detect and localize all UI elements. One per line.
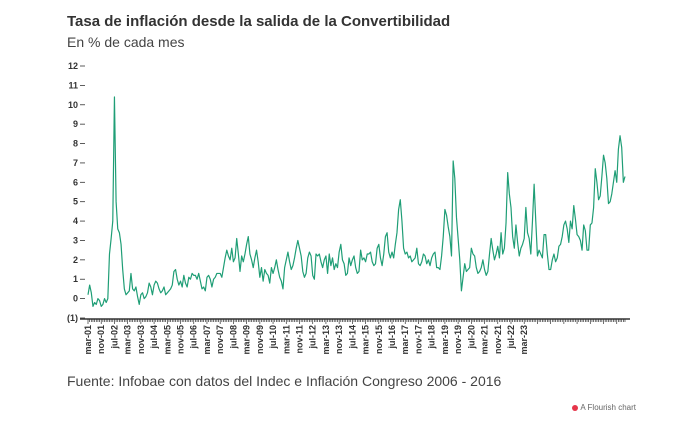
x-tick-label: jul-22 <box>506 325 516 350</box>
flourish-logo-icon <box>572 404 579 411</box>
x-tick-label: mar-09 <box>242 325 252 355</box>
y-tick-label: 9 <box>73 119 78 129</box>
x-tick-label: nov-03 <box>136 325 146 354</box>
x-tick-label: jul-06 <box>189 325 199 350</box>
y-tick-label: 1 <box>73 274 78 284</box>
chart-title: Tasa de inflación desde la salida de la … <box>67 13 451 30</box>
x-tick-label: jul-04 <box>149 325 159 350</box>
x-tick-label: nov-11 <box>294 325 304 354</box>
x-tick-label: jul-02 <box>109 325 119 350</box>
x-tick-label: mar-15 <box>361 325 371 355</box>
x-tick-label: nov-07 <box>215 325 225 354</box>
x-tick-label: mar-01 <box>83 325 93 355</box>
x-tick-label: mar-03 <box>123 325 133 355</box>
y-tick-label: 11 <box>68 80 78 90</box>
source-note: Fuente: Infobae con datos del Indec e In… <box>67 373 502 389</box>
y-tick-label: (1) <box>67 313 78 323</box>
x-tick-label: nov-09 <box>255 325 265 354</box>
x-tick-label: mar-13 <box>321 325 331 355</box>
y-tick-label: 0 <box>73 294 78 304</box>
x-tick-label: jul-16 <box>387 325 397 350</box>
x-tick-label: nov-05 <box>176 325 186 354</box>
chart-subtitle: En % de cada mes <box>67 34 185 50</box>
x-tick-label: nov-19 <box>453 325 463 354</box>
x-tick-label: nov-01 <box>96 325 106 354</box>
x-tick-label: mar-11 <box>281 325 291 354</box>
y-tick-label: 8 <box>73 139 78 149</box>
y-tick-label: 7 <box>73 158 78 168</box>
x-tick-label: mar-17 <box>400 325 410 355</box>
x-tick-label: jul-14 <box>347 325 357 350</box>
x-tick-label: nov-15 <box>374 325 384 354</box>
y-tick-label: 4 <box>73 216 78 226</box>
x-tick-label: mar-19 <box>440 325 450 355</box>
x-tick-label: mar-05 <box>162 325 172 355</box>
y-tick-label: 2 <box>73 255 78 265</box>
x-tick-label: mar-21 <box>480 325 490 355</box>
x-tick-label: mar-07 <box>202 325 212 355</box>
inflation-series-line <box>87 96 626 307</box>
flourish-credit-link[interactable]: A Flourish chart <box>572 403 636 412</box>
x-tick-label: jul-18 <box>427 325 437 350</box>
y-tick-label: 10 <box>68 100 78 110</box>
y-tick-label: 3 <box>73 235 78 245</box>
x-tick-label: nov-17 <box>413 325 423 354</box>
x-tick-label: nov-21 <box>493 325 503 354</box>
x-tick-label: jul-10 <box>268 325 278 350</box>
x-axis: mar-01 nov-01 jul-02 mar-03 nov-03 jul-04 mar-… <box>83 319 626 355</box>
x-tick-label: jul-12 <box>308 325 318 350</box>
y-tick-label: 12 <box>68 61 78 71</box>
flourish-credit-label: A Flourish chart <box>580 403 636 412</box>
x-tick-label: jul-08 <box>228 325 238 350</box>
x-tick-label: jul-20 <box>466 325 476 350</box>
x-tick-label: nov-13 <box>334 325 344 354</box>
y-tick-label: 5 <box>73 197 78 207</box>
y-tick-label: 6 <box>73 177 78 187</box>
x-tick-label: mar-23 <box>519 325 529 355</box>
